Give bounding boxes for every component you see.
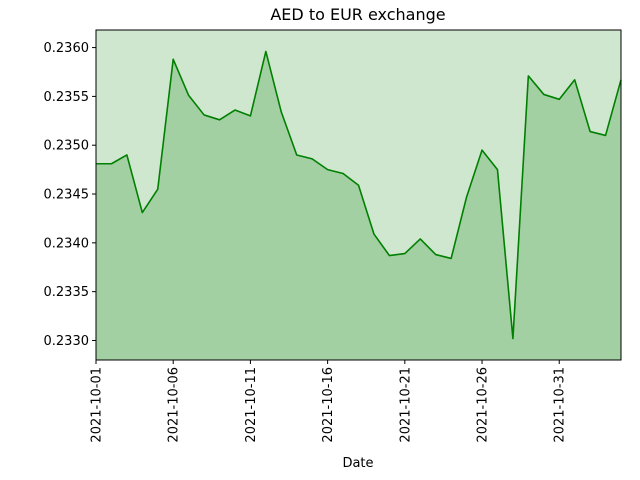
x-tick-label: 2021-10-01	[90, 367, 105, 443]
y-tick-label: 0.2350	[44, 139, 90, 154]
x-tick-label: 2021-10-26	[476, 367, 491, 443]
series-line	[96, 50, 622, 340]
plot-frame	[95, 29, 622, 361]
plot-area	[95, 29, 622, 361]
x-axis-label: Date	[342, 456, 373, 471]
y-axis: 0.2330 0.2335 0.2340 0.2345 0.2350 0.2355 0.23…	[44, 41, 96, 349]
y-tick-label: 0.2345	[44, 188, 90, 203]
y-tick-label: 0.2335	[44, 285, 90, 300]
y-tick-label: 0.2360	[44, 41, 90, 56]
x-tick-label: 2021-10-21	[398, 367, 413, 443]
x-axis: 2021-10-01 2021-10-06 2021-10-11 2021-10-16…	[90, 360, 568, 443]
x-tick-label: 2021-10-06	[167, 367, 182, 443]
y-tick-label: 0.2355	[44, 90, 90, 105]
chart-title: AED to EUR exchange	[270, 5, 445, 24]
x-tick-label: 2021-10-16	[321, 367, 336, 443]
y-tick-label: 0.2330	[44, 334, 90, 349]
area-fill	[96, 51, 621, 361]
x-tick-label: 2021-10-31	[553, 367, 568, 443]
x-tick-label: 2021-10-11	[244, 367, 259, 443]
y-tick-label: 0.2340	[44, 236, 90, 251]
